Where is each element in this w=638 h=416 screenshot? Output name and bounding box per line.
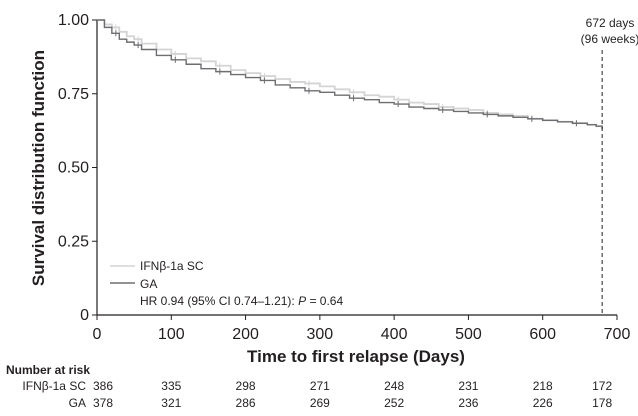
risk-value: 226 (533, 396, 553, 410)
tick-labels: 0 100 200 300 400 500 600 700 0 0.25 0.50 0.75 1.00 (58, 12, 631, 343)
risk-value: 321 (161, 396, 181, 410)
hazard-ratio-prefix: HR 0.94 (95% CI 0.74–1.21): (140, 294, 298, 308)
y-axis-title: Survival distribution function (29, 50, 48, 286)
legend: IFNβ-1a SC GA HR 0.94 (95% CI 0.74–1.21)… (110, 259, 343, 308)
x-tick-label: 500 (455, 326, 482, 343)
risk-value: 335 (161, 379, 181, 393)
legend-label-ga: GA (140, 277, 157, 291)
risk-value: 178 (592, 396, 612, 410)
risk-value: 298 (236, 379, 256, 393)
p-value: = 0.64 (306, 294, 343, 308)
hazard-ratio-text: HR 0.94 (95% CI 0.74–1.21): P = 0.64 (140, 294, 343, 308)
risk-value: 286 (236, 396, 256, 410)
x-tick-label: 200 (232, 326, 259, 343)
risk-row-label-ga: GA (69, 396, 86, 410)
risk-value: 231 (458, 379, 478, 393)
reference-label-days: 672 days (586, 16, 635, 30)
series-line-ifn (97, 19, 604, 128)
y-tick-label: 0 (80, 307, 89, 324)
series-line-ga (97, 19, 603, 130)
risk-value: 236 (458, 396, 478, 410)
series-layer (97, 19, 604, 130)
risk-table-title: Number at risk (6, 363, 90, 377)
x-tick-label: 700 (604, 326, 631, 343)
risk-value: 252 (384, 396, 404, 410)
p-label: P (298, 294, 306, 308)
reference-label-weeks: (96 weeks) (581, 32, 638, 46)
y-tick-label: 0.25 (58, 233, 89, 250)
y-tick-label: 0.50 (58, 160, 89, 177)
risk-row-label-ifn: IFNβ-1a SC (22, 379, 86, 393)
x-tick-label: 100 (158, 326, 185, 343)
risk-value: 172 (592, 379, 612, 393)
risk-value: 386 (93, 379, 113, 393)
risk-value: 378 (93, 396, 113, 410)
risk-value: 269 (310, 396, 330, 410)
risk-values: 386 335 298 271 248 231 218 172 378 321 286 269 252 2… (93, 379, 612, 410)
risk-table: Number at risk IFNβ-1a SC GA 386 335 298 27… (6, 363, 612, 410)
x-tick-label: 600 (529, 326, 556, 343)
x-tick-label: 300 (307, 326, 334, 343)
x-tick-label: 0 (93, 326, 102, 343)
y-tick-label: 1.00 (58, 12, 89, 29)
risk-value: 218 (533, 379, 553, 393)
legend-label-ifn: IFNβ-1a SC (140, 259, 204, 273)
x-tick-label: 400 (381, 326, 408, 343)
y-tick-label: 0.75 (58, 86, 89, 103)
x-axis-title: Time to first relapse (Days) (247, 347, 465, 366)
risk-value: 271 (310, 379, 330, 393)
axes (92, 19, 618, 320)
risk-value: 248 (384, 379, 404, 393)
